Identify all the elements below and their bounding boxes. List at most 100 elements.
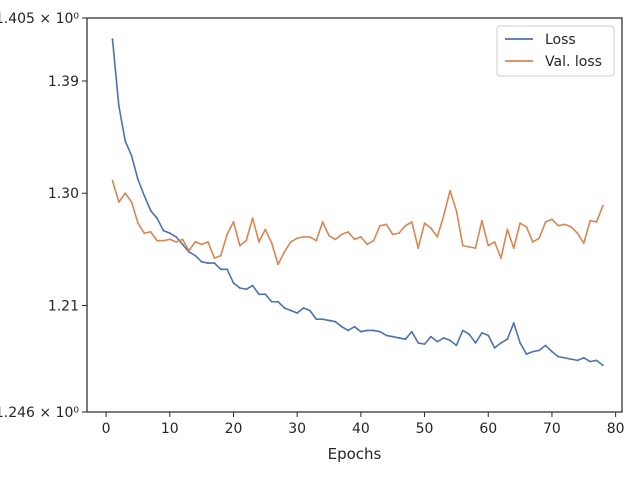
data-point-val-loss bbox=[270, 242, 273, 245]
data-point-loss bbox=[283, 307, 286, 309]
data-point-loss bbox=[589, 360, 592, 363]
data-point-loss bbox=[398, 337, 400, 339]
data-point-loss bbox=[111, 38, 114, 41]
data-point-loss bbox=[334, 320, 337, 323]
data-point-val-loss bbox=[232, 221, 235, 223]
legend-label: Val. loss bbox=[545, 54, 602, 70]
data-point-val-loss bbox=[379, 224, 381, 227]
data-point-loss bbox=[544, 344, 547, 347]
data-point-loss bbox=[156, 217, 158, 220]
data-point-loss bbox=[149, 209, 152, 212]
data-point-loss bbox=[296, 312, 299, 314]
data-point-val-loss bbox=[582, 242, 585, 245]
legend-label: Loss bbox=[545, 32, 576, 48]
series-line-loss bbox=[111, 39, 604, 366]
data-point-val-loss bbox=[487, 244, 490, 247]
data-point-val-loss bbox=[117, 201, 120, 203]
data-point-loss bbox=[582, 356, 585, 359]
data-point-loss bbox=[480, 332, 483, 334]
data-point-val-loss bbox=[372, 239, 375, 242]
data-point-loss bbox=[321, 318, 324, 321]
data-point-loss bbox=[487, 334, 490, 337]
data-point-loss bbox=[175, 235, 178, 238]
data-point-val-loss bbox=[277, 263, 279, 266]
data-point-val-loss bbox=[385, 223, 388, 226]
data-point-loss bbox=[130, 154, 133, 157]
y-axis-ticks: 1.246 × 10⁰ 1.21 1.30 1.39 1.405 × 10⁰ bbox=[0, 11, 87, 421]
data-point-loss bbox=[563, 356, 566, 359]
data-point-val-loss bbox=[302, 235, 305, 238]
data-point-loss bbox=[512, 322, 515, 324]
data-point-val-loss bbox=[168, 238, 171, 241]
data-point-loss bbox=[410, 330, 413, 333]
data-point-val-loss bbox=[506, 228, 509, 231]
data-point-loss bbox=[493, 346, 496, 349]
data-point-val-loss bbox=[531, 240, 534, 243]
data-point-val-loss bbox=[474, 247, 477, 250]
data-point-val-loss bbox=[417, 247, 420, 250]
data-point-loss bbox=[213, 262, 216, 264]
data-point-val-loss bbox=[366, 243, 369, 246]
data-point-loss bbox=[538, 349, 541, 352]
data-point-val-loss bbox=[359, 235, 362, 238]
data-point-val-loss bbox=[258, 240, 260, 243]
data-point-val-loss bbox=[130, 201, 133, 203]
data-point-loss bbox=[449, 339, 451, 342]
data-point-val-loss bbox=[315, 239, 318, 242]
data-point-loss bbox=[162, 229, 165, 232]
data-point-val-loss bbox=[468, 245, 471, 248]
data-point-loss bbox=[302, 307, 305, 309]
x-tick-label: 70 bbox=[543, 421, 561, 437]
data-point-val-loss bbox=[551, 218, 553, 221]
data-point-loss bbox=[500, 342, 502, 344]
data-point-loss bbox=[461, 329, 464, 332]
data-point-val-loss bbox=[156, 239, 158, 242]
data-point-val-loss bbox=[493, 240, 496, 243]
legend: Loss Val. loss bbox=[496, 25, 615, 77]
data-point-val-loss bbox=[207, 240, 209, 243]
data-point-val-loss bbox=[570, 226, 572, 228]
data-point-val-loss bbox=[340, 233, 343, 236]
data-point-loss bbox=[601, 364, 604, 367]
data-point-loss bbox=[219, 268, 222, 271]
data-point-val-loss bbox=[334, 238, 337, 241]
data-point-loss bbox=[245, 288, 248, 291]
data-point-val-loss bbox=[238, 244, 241, 247]
data-point-val-loss bbox=[595, 221, 598, 223]
data-point-val-loss bbox=[544, 221, 547, 223]
data-point-val-loss bbox=[410, 221, 413, 223]
data-point-loss bbox=[423, 343, 426, 346]
data-point-val-loss bbox=[283, 250, 286, 253]
y-tick-label: 1.30 bbox=[48, 186, 79, 202]
data-point-val-loss bbox=[557, 224, 560, 227]
data-point-loss bbox=[391, 335, 394, 338]
data-point-val-loss bbox=[321, 221, 324, 223]
data-point-val-loss bbox=[347, 230, 350, 233]
data-point-val-loss bbox=[430, 227, 432, 230]
data-point-val-loss bbox=[200, 243, 203, 246]
data-point-val-loss bbox=[449, 189, 451, 192]
data-point-loss bbox=[289, 309, 292, 312]
data-point-loss bbox=[270, 300, 273, 303]
data-point-val-loss bbox=[391, 233, 394, 236]
y-tick-label: 1.39 bbox=[48, 74, 79, 90]
data-point-loss bbox=[232, 282, 235, 284]
x-tick-label: 30 bbox=[288, 421, 306, 437]
y-tick-label: 1.21 bbox=[48, 298, 79, 314]
data-point-val-loss bbox=[162, 239, 165, 242]
data-point-val-loss bbox=[436, 235, 439, 238]
data-point-val-loss bbox=[512, 247, 515, 250]
data-point-loss bbox=[188, 250, 190, 253]
data-point-loss bbox=[506, 338, 509, 341]
x-tick-label: 60 bbox=[479, 421, 497, 437]
data-point-val-loss bbox=[188, 249, 190, 252]
data-point-val-loss bbox=[461, 244, 464, 247]
data-point-loss bbox=[525, 353, 528, 356]
data-point-val-loss bbox=[353, 238, 356, 241]
data-point-val-loss bbox=[149, 230, 152, 233]
data-point-loss bbox=[137, 178, 139, 181]
data-point-loss bbox=[226, 268, 229, 271]
data-point-loss bbox=[340, 325, 343, 328]
data-point-loss bbox=[531, 350, 534, 353]
x-tick-label: 80 bbox=[607, 421, 625, 437]
